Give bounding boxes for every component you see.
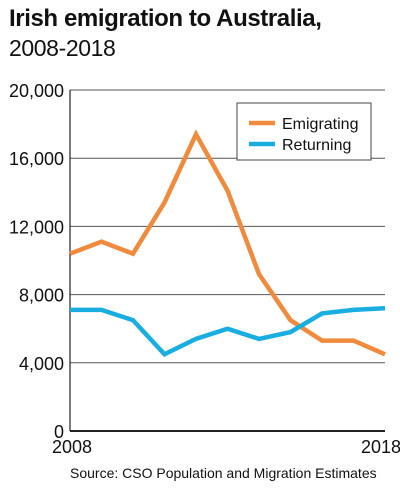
x-tick-label: 2008 <box>52 437 92 457</box>
source-note: Source: CSO Population and Migration Est… <box>70 465 377 481</box>
y-tick-label: 0 <box>54 422 64 442</box>
y-tick-label: 12,000 <box>9 217 64 237</box>
legend-box <box>236 102 372 161</box>
legend-label-returning: Returning <box>282 137 351 154</box>
legend-label-emigrating: Emigrating <box>282 116 358 133</box>
y-tick-label: 20,000 <box>9 81 64 101</box>
y-tick-label: 8,000 <box>19 286 64 306</box>
chart-header: Irish emigration to Australia, 2008-2018 <box>9 4 394 62</box>
series-line-emigrating <box>69 129 386 357</box>
y-tick-label: 16,000 <box>9 149 64 169</box>
chart-title: Irish emigration to Australia, <box>9 5 322 32</box>
chart-subtitle: 2008-2018 <box>9 35 116 61</box>
y-tick-label: 4,000 <box>19 354 64 374</box>
x-tick-label: 2018 <box>361 437 400 457</box>
series-line-returning <box>70 305 386 358</box>
